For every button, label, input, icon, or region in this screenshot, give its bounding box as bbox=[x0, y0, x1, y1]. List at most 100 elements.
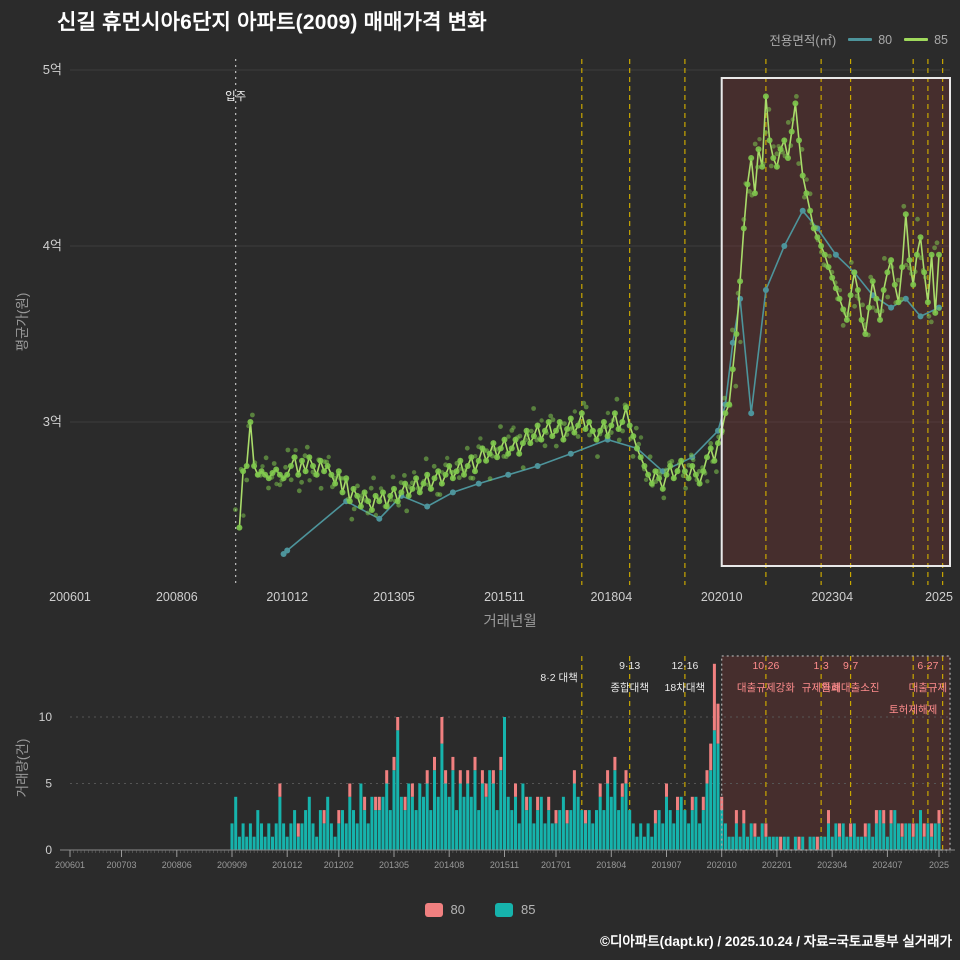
volume-bar-85 bbox=[521, 783, 525, 850]
volume-bar-85 bbox=[672, 823, 676, 850]
volume-bar-85 bbox=[808, 836, 812, 850]
volume-legend-85-swatch bbox=[495, 902, 513, 917]
svg-text:202010: 202010 bbox=[701, 590, 743, 604]
volume-bar-85 bbox=[749, 823, 753, 850]
volume-bar-85 bbox=[602, 810, 606, 850]
volume-bar-80 bbox=[849, 823, 853, 837]
volume-bar-85 bbox=[399, 796, 403, 850]
volume-bar-80 bbox=[458, 770, 462, 784]
volume-bar-85 bbox=[341, 810, 344, 850]
volume-bar-85 bbox=[701, 810, 705, 850]
volume-bar-85 bbox=[561, 796, 565, 850]
volume-bar-85 bbox=[746, 836, 749, 850]
volume-bar-85 bbox=[296, 836, 300, 850]
volume-bar-80 bbox=[815, 836, 819, 850]
area-legend-label: 전용면적(㎡) bbox=[769, 34, 837, 48]
volume-bar-85 bbox=[885, 836, 889, 850]
volume-bar-80 bbox=[374, 796, 378, 811]
volume-bar-85 bbox=[436, 796, 440, 850]
volume-bar-80 bbox=[701, 796, 705, 811]
volume-bar-85 bbox=[388, 810, 392, 850]
volume-bar-80 bbox=[547, 796, 551, 811]
volume-bar-85 bbox=[517, 823, 521, 850]
svg-text:201511: 201511 bbox=[484, 590, 525, 604]
volume-bar-85 bbox=[422, 796, 425, 850]
volume-bar-85 bbox=[433, 770, 436, 850]
volume-bar-85 bbox=[539, 796, 543, 850]
volume-bar-85 bbox=[827, 823, 830, 850]
volume-bar-85 bbox=[451, 770, 455, 850]
policy-annotation: 대출규제 bbox=[909, 682, 948, 694]
volume-legend: 80 85 bbox=[0, 902, 960, 917]
volume-bar-85 bbox=[374, 810, 378, 850]
volume-bar-85 bbox=[271, 836, 274, 850]
volume-bar-85 bbox=[841, 823, 845, 850]
volume-legend-80-swatch bbox=[424, 902, 443, 917]
volume-bar-85 bbox=[458, 783, 462, 850]
volume-bar-85 bbox=[462, 796, 466, 850]
volume-bar-80 bbox=[779, 836, 783, 850]
volume-bar-80 bbox=[598, 783, 602, 797]
policy-annotation: 규제완화 bbox=[802, 681, 841, 694]
volume-bar-85 bbox=[344, 823, 348, 850]
volume-bar-85 bbox=[565, 823, 569, 850]
volume-bar-80 bbox=[296, 823, 300, 837]
footer-credit: ©디아파트(dapt.kr) / 2025.10.24 / 자료=국토교통부 실… bbox=[600, 934, 952, 949]
volume-bar-85 bbox=[333, 836, 337, 850]
volume-bar-80 bbox=[716, 703, 720, 744]
volume-bar-80 bbox=[451, 756, 455, 771]
volume-bar-85 bbox=[289, 823, 293, 850]
volume-bar-80 bbox=[403, 796, 407, 811]
policy-annotation: 6·27 bbox=[917, 660, 938, 672]
svg-text:0: 0 bbox=[45, 843, 52, 857]
volume-bar-85 bbox=[359, 783, 363, 850]
volume-legend-80-label: 80 bbox=[450, 902, 465, 917]
volume-bar-80 bbox=[348, 783, 352, 797]
volume-bar-85 bbox=[727, 836, 731, 850]
volume-bar-85 bbox=[337, 823, 341, 850]
volume-bar-80 bbox=[484, 783, 488, 797]
volume-bar-85 bbox=[819, 836, 823, 850]
volume-bar-85 bbox=[635, 836, 639, 850]
volume-bar-85 bbox=[480, 783, 484, 850]
volume-bar-80 bbox=[922, 823, 926, 837]
volume-bar-85 bbox=[639, 823, 643, 850]
volume-bar-85 bbox=[863, 836, 867, 850]
volume-bar-80 bbox=[410, 783, 414, 797]
volume-bar-80 bbox=[363, 796, 367, 811]
svg-text:200703: 200703 bbox=[106, 860, 136, 870]
policy-annotation: 종합대책 bbox=[610, 682, 649, 694]
volume-bar-85 bbox=[245, 836, 249, 850]
volume-bar-85 bbox=[425, 783, 429, 850]
volume-bar-85 bbox=[444, 783, 448, 850]
volume-bar-85 bbox=[690, 810, 694, 850]
volume-bar-80 bbox=[572, 770, 576, 784]
svg-text:2025: 2025 bbox=[925, 590, 953, 604]
volume-bar-80 bbox=[653, 810, 657, 824]
volume-y-axis-title: 거래량(건) bbox=[15, 738, 30, 798]
svg-text:10: 10 bbox=[39, 710, 53, 724]
volume-bar-85 bbox=[525, 810, 529, 850]
volume-bar-85 bbox=[882, 823, 886, 850]
svg-text:200601: 200601 bbox=[55, 860, 85, 870]
volume-bar-85 bbox=[506, 796, 510, 850]
volume-bar-85 bbox=[558, 810, 562, 850]
svg-text:200806: 200806 bbox=[162, 860, 192, 870]
volume-bar-85 bbox=[771, 836, 775, 850]
volume-bar-85 bbox=[860, 836, 864, 850]
volume-bar-80 bbox=[863, 823, 867, 837]
volume-bar-85 bbox=[584, 823, 587, 850]
volume-bar-85 bbox=[937, 823, 941, 850]
volume-bar-80 bbox=[385, 770, 389, 784]
volume-bar-80 bbox=[900, 823, 904, 837]
volume-bar-85 bbox=[908, 823, 911, 850]
volume-bar-85 bbox=[580, 810, 584, 850]
svg-text:201305: 201305 bbox=[379, 860, 409, 870]
volume-bar-85 bbox=[793, 836, 797, 850]
volume-bar-85 bbox=[679, 796, 683, 850]
volume-bar-80 bbox=[396, 717, 400, 731]
svg-text:5억: 5억 bbox=[43, 62, 62, 77]
volume-bar-85 bbox=[595, 810, 598, 850]
volume-bar-85 bbox=[554, 823, 558, 850]
volume-bar-85 bbox=[576, 796, 580, 850]
